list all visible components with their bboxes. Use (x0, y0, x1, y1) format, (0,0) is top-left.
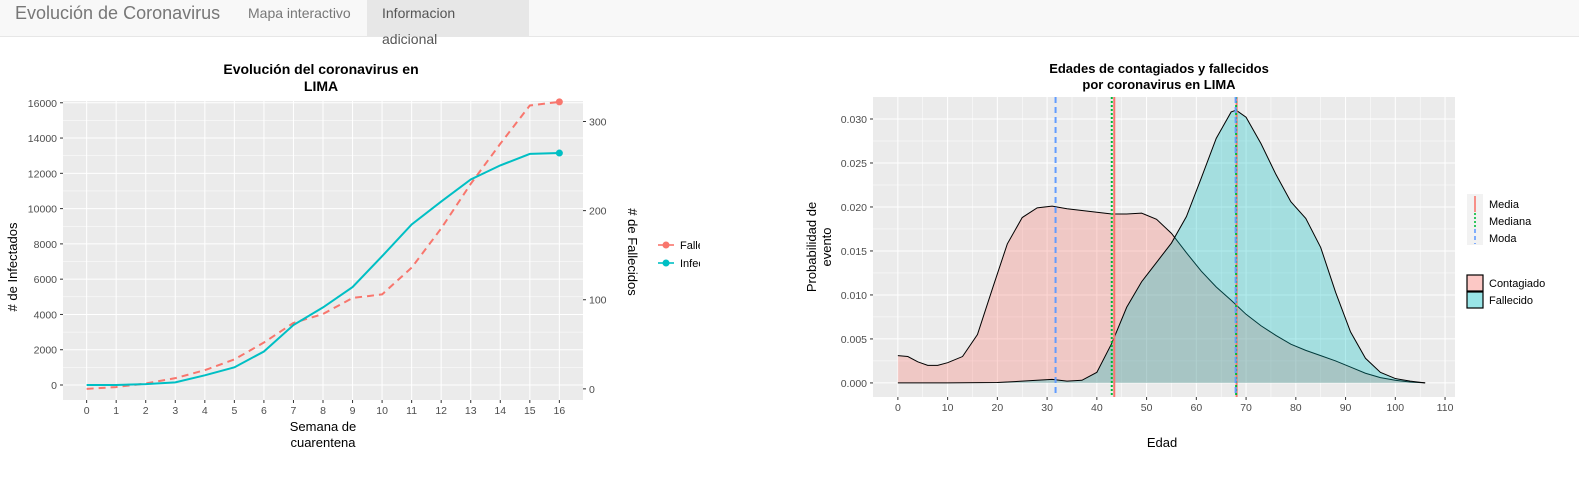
x-tick-label: 50 (1141, 402, 1153, 414)
x-tick-label: 30 (1041, 402, 1053, 414)
y2-tick-label: 300 (589, 116, 607, 128)
y-tick-label: 0.000 (841, 378, 867, 390)
legend-key-fallecido (1466, 291, 1484, 309)
y-tick-label: 14000 (28, 133, 57, 145)
x-tick-label: 60 (1190, 402, 1202, 414)
x-tick-label: 0 (84, 405, 90, 417)
x-tick-label: 110 (1437, 402, 1454, 414)
y2-tick-label: 100 (589, 295, 607, 307)
x-tick-label: 7 (291, 405, 297, 417)
y-tick-label: 0.015 (841, 246, 867, 258)
x-tick-label: 2 (143, 405, 149, 417)
y-tick-label: 0.020 (841, 202, 867, 214)
density-area-contagiado (897, 206, 1426, 383)
y-tick-label: 0.005 (841, 334, 867, 346)
legend: Media Mediana Moda Contagiado Fallecido (1466, 194, 1545, 309)
legend-label-fallecidos: Fallecidos (680, 240, 700, 252)
evolution-chart: 0 1 2 3 4 5 6 7 8 9 10 11 12 13 14 15 160200040006000800… (5, 61, 700, 450)
y2-axis-title: # de Fallecidos (625, 208, 640, 296)
density-outline-contagiado (897, 205, 1426, 384)
legend: Fallecidos Infectados (658, 240, 700, 270)
y-axis-title: # de Infectados (5, 222, 20, 311)
y2-tick-label: 0 (589, 384, 595, 396)
y-axis-title-line1: Probabilidad de (804, 202, 819, 292)
y-tick-label: 10000 (28, 204, 57, 216)
panel-background (873, 97, 1455, 397)
legend-label-mediana: Mediana (1489, 216, 1532, 228)
x-tick-label: 1 (113, 405, 119, 417)
y-tick-label: 6000 (34, 274, 58, 286)
navbar-brand[interactable]: Evolución de Coronavirus (15, 3, 221, 23)
legend-key-infectados (662, 259, 670, 267)
legend-key-fallecidos (662, 241, 670, 249)
x-tick-label: 14 (494, 405, 506, 417)
y-tick-label: 4000 (34, 309, 58, 321)
y-tick-label: 12000 (28, 168, 57, 180)
x-axis-title: Edad (1147, 435, 1177, 450)
y-tick-label: 0.025 (841, 158, 867, 170)
y-tick-label: 0.010 (841, 290, 867, 302)
y2-tick-label: 200 (589, 206, 607, 218)
x-tick-label: 6 (261, 405, 267, 417)
navbar: Evolución de Coronavirus Mapa interactiv… (0, 0, 1579, 47)
legend-label-contagiado: Contagiado (1489, 278, 1545, 290)
age-density-chart: 0 10 20 30 40 50 60 70 80 90 100 110 0.000 0.005 0.010… (804, 61, 1545, 450)
tab-informacion-adicional[interactable]: Informacion adicional (367, 0, 529, 47)
chart-title-line2: LIMA (304, 78, 338, 94)
x-tick-label: 70 (1240, 402, 1252, 414)
x-tick-label: 3 (172, 405, 178, 417)
x-tick-label: 10 (942, 402, 954, 414)
y-tick-label: 16000 (28, 98, 57, 110)
x-tick-label: 0 (895, 402, 901, 414)
legend-label-moda: Moda (1489, 233, 1517, 245)
x-tick-label: 5 (231, 405, 237, 417)
x-tick-label: 9 (350, 405, 356, 417)
legend-label-infectados: Infectados (680, 258, 700, 270)
chart-title-line2: por coronavirus en LIMA (1082, 77, 1236, 92)
x-tick-label: 4 (202, 405, 208, 417)
series-endpoint-fallecidos (555, 98, 563, 106)
y-axis-title-line2: evento (819, 227, 834, 266)
x-tick-label: 80 (1290, 402, 1302, 414)
chart-title-line1: Edades de contagiados y fallecidos (1049, 61, 1269, 76)
y-tick-label: 2000 (34, 345, 58, 357)
series-line-fallecidos (86, 100, 560, 390)
x-tick-label: 12 (435, 405, 447, 417)
x-tick-label: 8 (320, 405, 326, 417)
x-tick-label: 11 (406, 405, 417, 417)
y-tick-label: 8000 (34, 239, 58, 251)
series-line-infectados (86, 152, 560, 387)
x-tick-label: 40 (1091, 402, 1103, 414)
y-tick-label: 0 (51, 380, 57, 392)
x-tick-label: 13 (465, 405, 477, 417)
legend-label-fallecido: Fallecido (1489, 295, 1533, 307)
x-tick-label: 10 (376, 405, 388, 417)
x-tick-label: 16 (554, 405, 566, 417)
x-tick-label: 20 (992, 402, 1004, 414)
tab-mapa-interactivo[interactable]: Mapa interactivo (248, 5, 351, 21)
legend-label-media: Media (1489, 199, 1520, 211)
density-area-fallecido (897, 110, 1426, 383)
x-axis-title-line2: cuarentena (290, 435, 356, 450)
x-tick-label: 15 (524, 405, 536, 417)
legend-key-contagiado (1466, 274, 1484, 292)
y-tick-label: 0.030 (841, 114, 867, 126)
x-tick-label: 100 (1387, 402, 1405, 414)
chart-title-line1: Evolución del coronavirus en (223, 61, 418, 77)
x-axis-title-line1: Semana de (290, 419, 357, 434)
x-tick-label: 90 (1340, 402, 1352, 414)
series-endpoint-infectados (555, 149, 563, 157)
